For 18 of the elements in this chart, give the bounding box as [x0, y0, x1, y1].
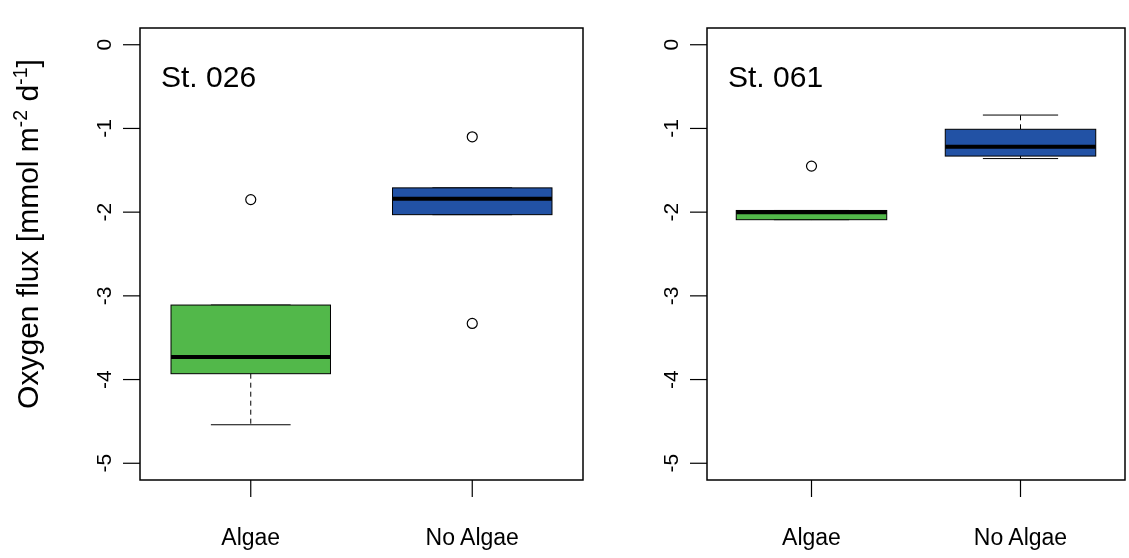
x-tick-label: Algae	[221, 524, 281, 550]
text: St. 061	[728, 60, 824, 93]
y-tick-label: 0	[658, 38, 682, 51]
y-tick-label: -1	[658, 119, 682, 138]
y-tick-label: -2	[658, 202, 682, 222]
x-tick-label: No Algae	[973, 524, 1068, 550]
y-tick-label: -5	[91, 453, 115, 473]
x-tick-label: Algae	[782, 524, 841, 550]
y-tick-label: -3	[91, 286, 115, 306]
y-tick-label: -3	[658, 286, 682, 306]
y-tick-label: -5	[658, 453, 682, 473]
x-tick-label: No Algae	[425, 524, 519, 550]
text: St. 026	[161, 60, 257, 93]
y-tick-label: -4	[91, 369, 115, 389]
y-tick-label: -2	[91, 202, 115, 222]
y-tick-label: -4	[658, 369, 682, 389]
y-tick-label: 0	[91, 38, 115, 51]
y-tick-label: -1	[91, 119, 115, 138]
